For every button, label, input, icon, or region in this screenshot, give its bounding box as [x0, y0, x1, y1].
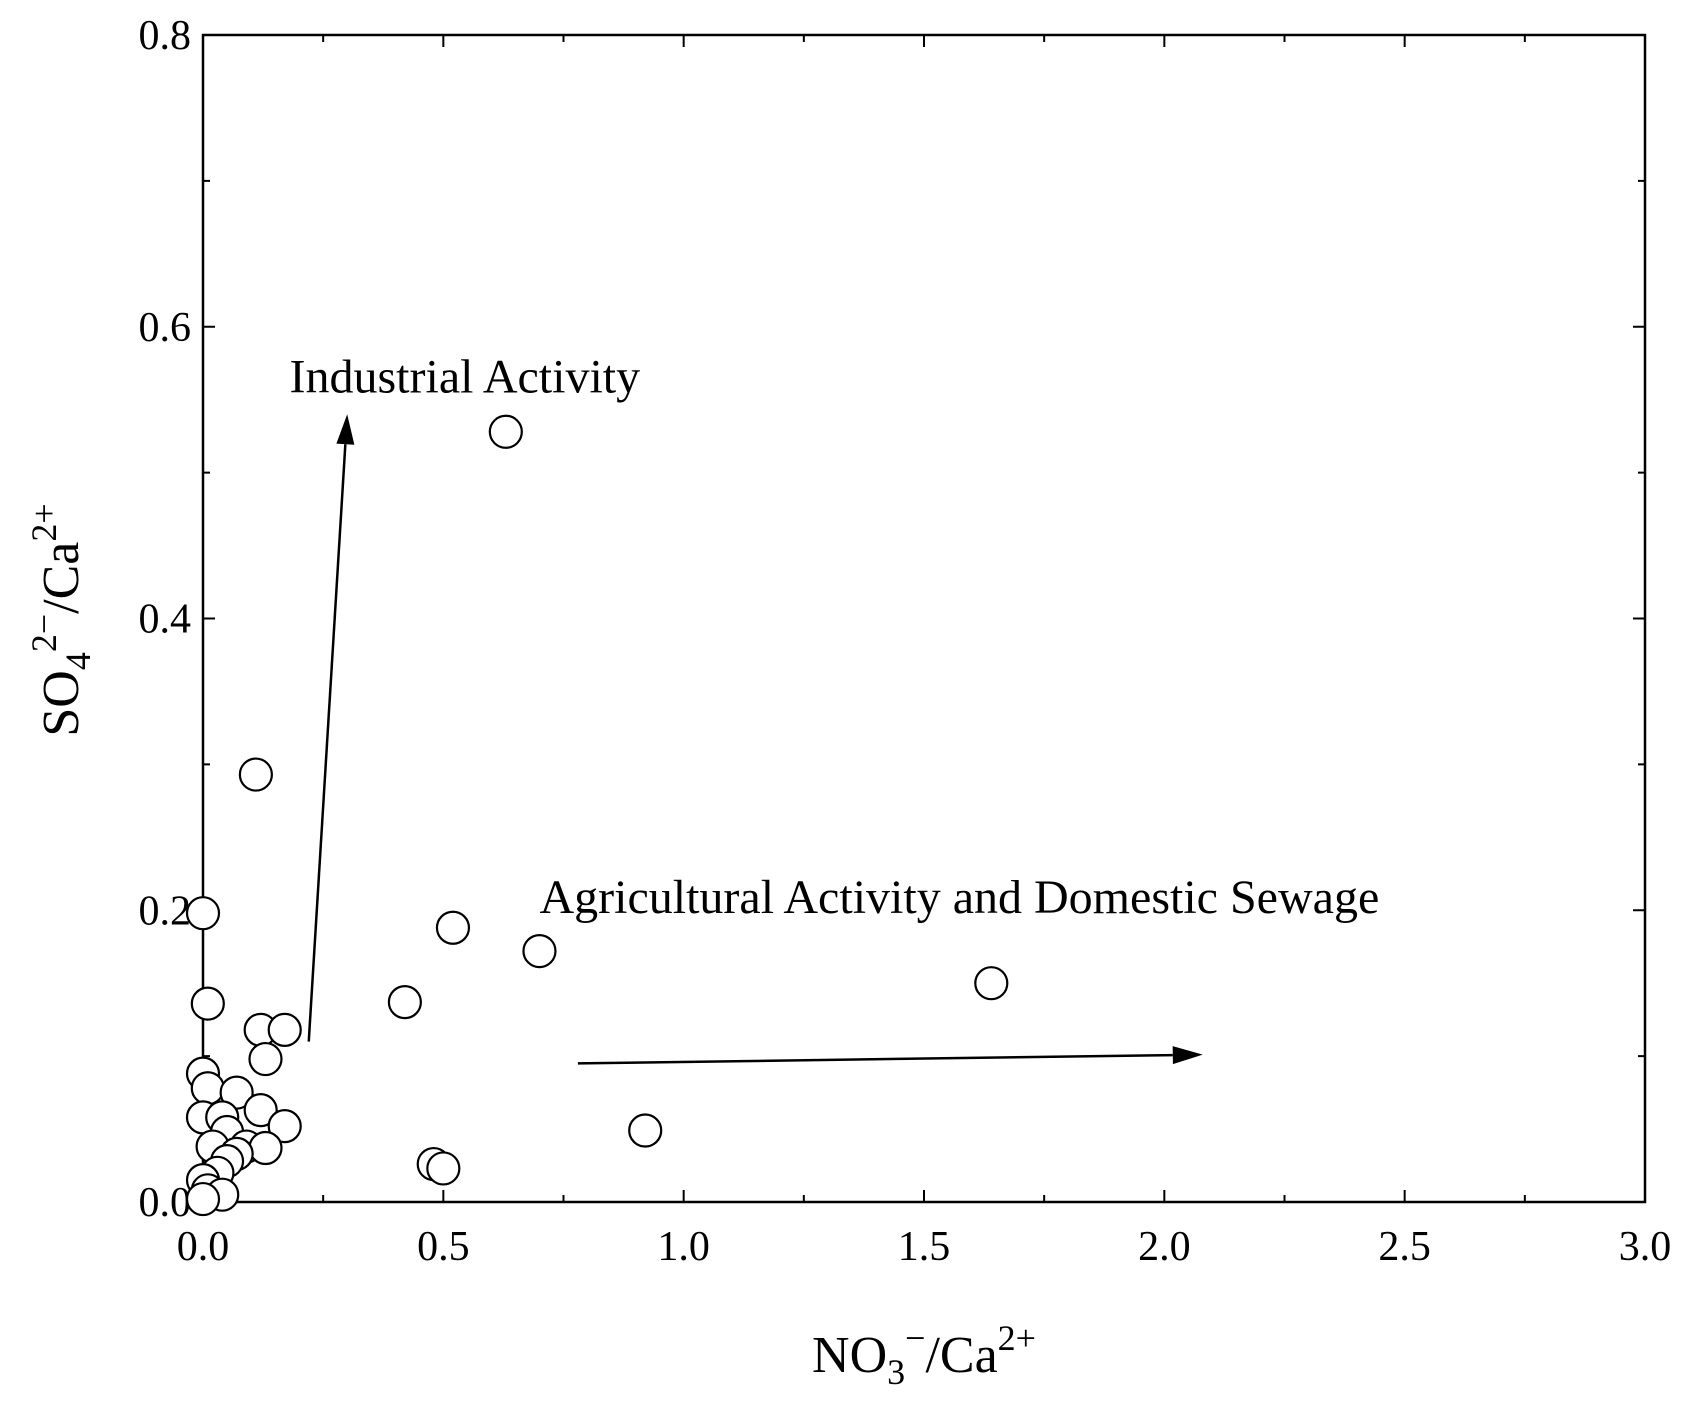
- annotation-label: Industrial Activity: [290, 350, 641, 403]
- data-point: [426, 1151, 461, 1186]
- annotation-arrow-line: [577, 1053, 1173, 1065]
- axis-ticks: [202, 34, 1646, 1203]
- y-axis-title-tail-sup: 2+: [24, 503, 64, 541]
- data-point: [387, 985, 422, 1020]
- x-tick-label: 3.0: [1619, 1224, 1672, 1270]
- annotation-arrow-head: [1172, 1046, 1203, 1065]
- data-point: [267, 1109, 302, 1144]
- y-axis-title-base: SO: [33, 670, 90, 736]
- x-tick-label: 0.0: [177, 1224, 230, 1270]
- x-axis-title-tail-sup: 2+: [998, 1318, 1036, 1358]
- x-axis-title-base: NO: [812, 1327, 887, 1384]
- x-tick-label: 1.0: [657, 1224, 710, 1270]
- x-axis-title-sub: 3: [887, 1352, 905, 1392]
- data-point: [185, 1181, 221, 1217]
- y-axis-title-tail: /Ca: [33, 542, 90, 614]
- data-point: [190, 1071, 225, 1106]
- data-point: [185, 896, 221, 931]
- x-axis-title: NO3−/Ca2+: [812, 1318, 1036, 1392]
- data-points: [185, 414, 1009, 1217]
- data-point: [628, 1113, 663, 1148]
- y-axis-title-sup: 2−: [24, 614, 64, 652]
- data-point: [435, 910, 471, 945]
- x-axis-title-tail: /Ca: [925, 1327, 997, 1384]
- annotation-arrow-head: [336, 414, 355, 445]
- data-point: [238, 757, 273, 792]
- y-tick-label: 0.0: [139, 1180, 192, 1226]
- y-axis-title-sub: 4: [58, 652, 98, 670]
- x-tick-label: 2.0: [1138, 1224, 1191, 1270]
- annotation-label: Agricultural Activity and Domestic Sewag…: [539, 871, 1379, 924]
- data-point: [248, 1130, 283, 1166]
- data-point: [522, 933, 557, 969]
- data-point: [190, 986, 225, 1021]
- x-tick-label: 2.5: [1378, 1224, 1431, 1270]
- y-axis-title: SO42−/Ca2+: [24, 503, 98, 736]
- y-tick-label: 0.4: [139, 597, 192, 643]
- x-tick-label: 0.5: [417, 1224, 470, 1270]
- annotation-arrow-line: [307, 444, 347, 1042]
- data-point: [974, 966, 1009, 1001]
- x-tick-label: 1.5: [898, 1224, 951, 1270]
- x-axis-title-sup: −: [905, 1318, 925, 1358]
- tick-labels: 0.0 0.5 1.0 1.5 2.0 2.5 3.0 0.0 0.2 0.4 0.6 0.8: [139, 13, 1672, 1270]
- y-tick-label: 0.2: [139, 888, 192, 934]
- data-point: [248, 1041, 283, 1077]
- data-point: [243, 1092, 278, 1128]
- data-point: [488, 414, 523, 449]
- data-point: [267, 1012, 302, 1047]
- annotations: Industrial Activity Agricultural Activity…: [290, 350, 1379, 1065]
- y-tick-label: 0.8: [139, 13, 192, 59]
- y-tick-label: 0.6: [139, 305, 192, 351]
- plot-frame: [201, 33, 1647, 1204]
